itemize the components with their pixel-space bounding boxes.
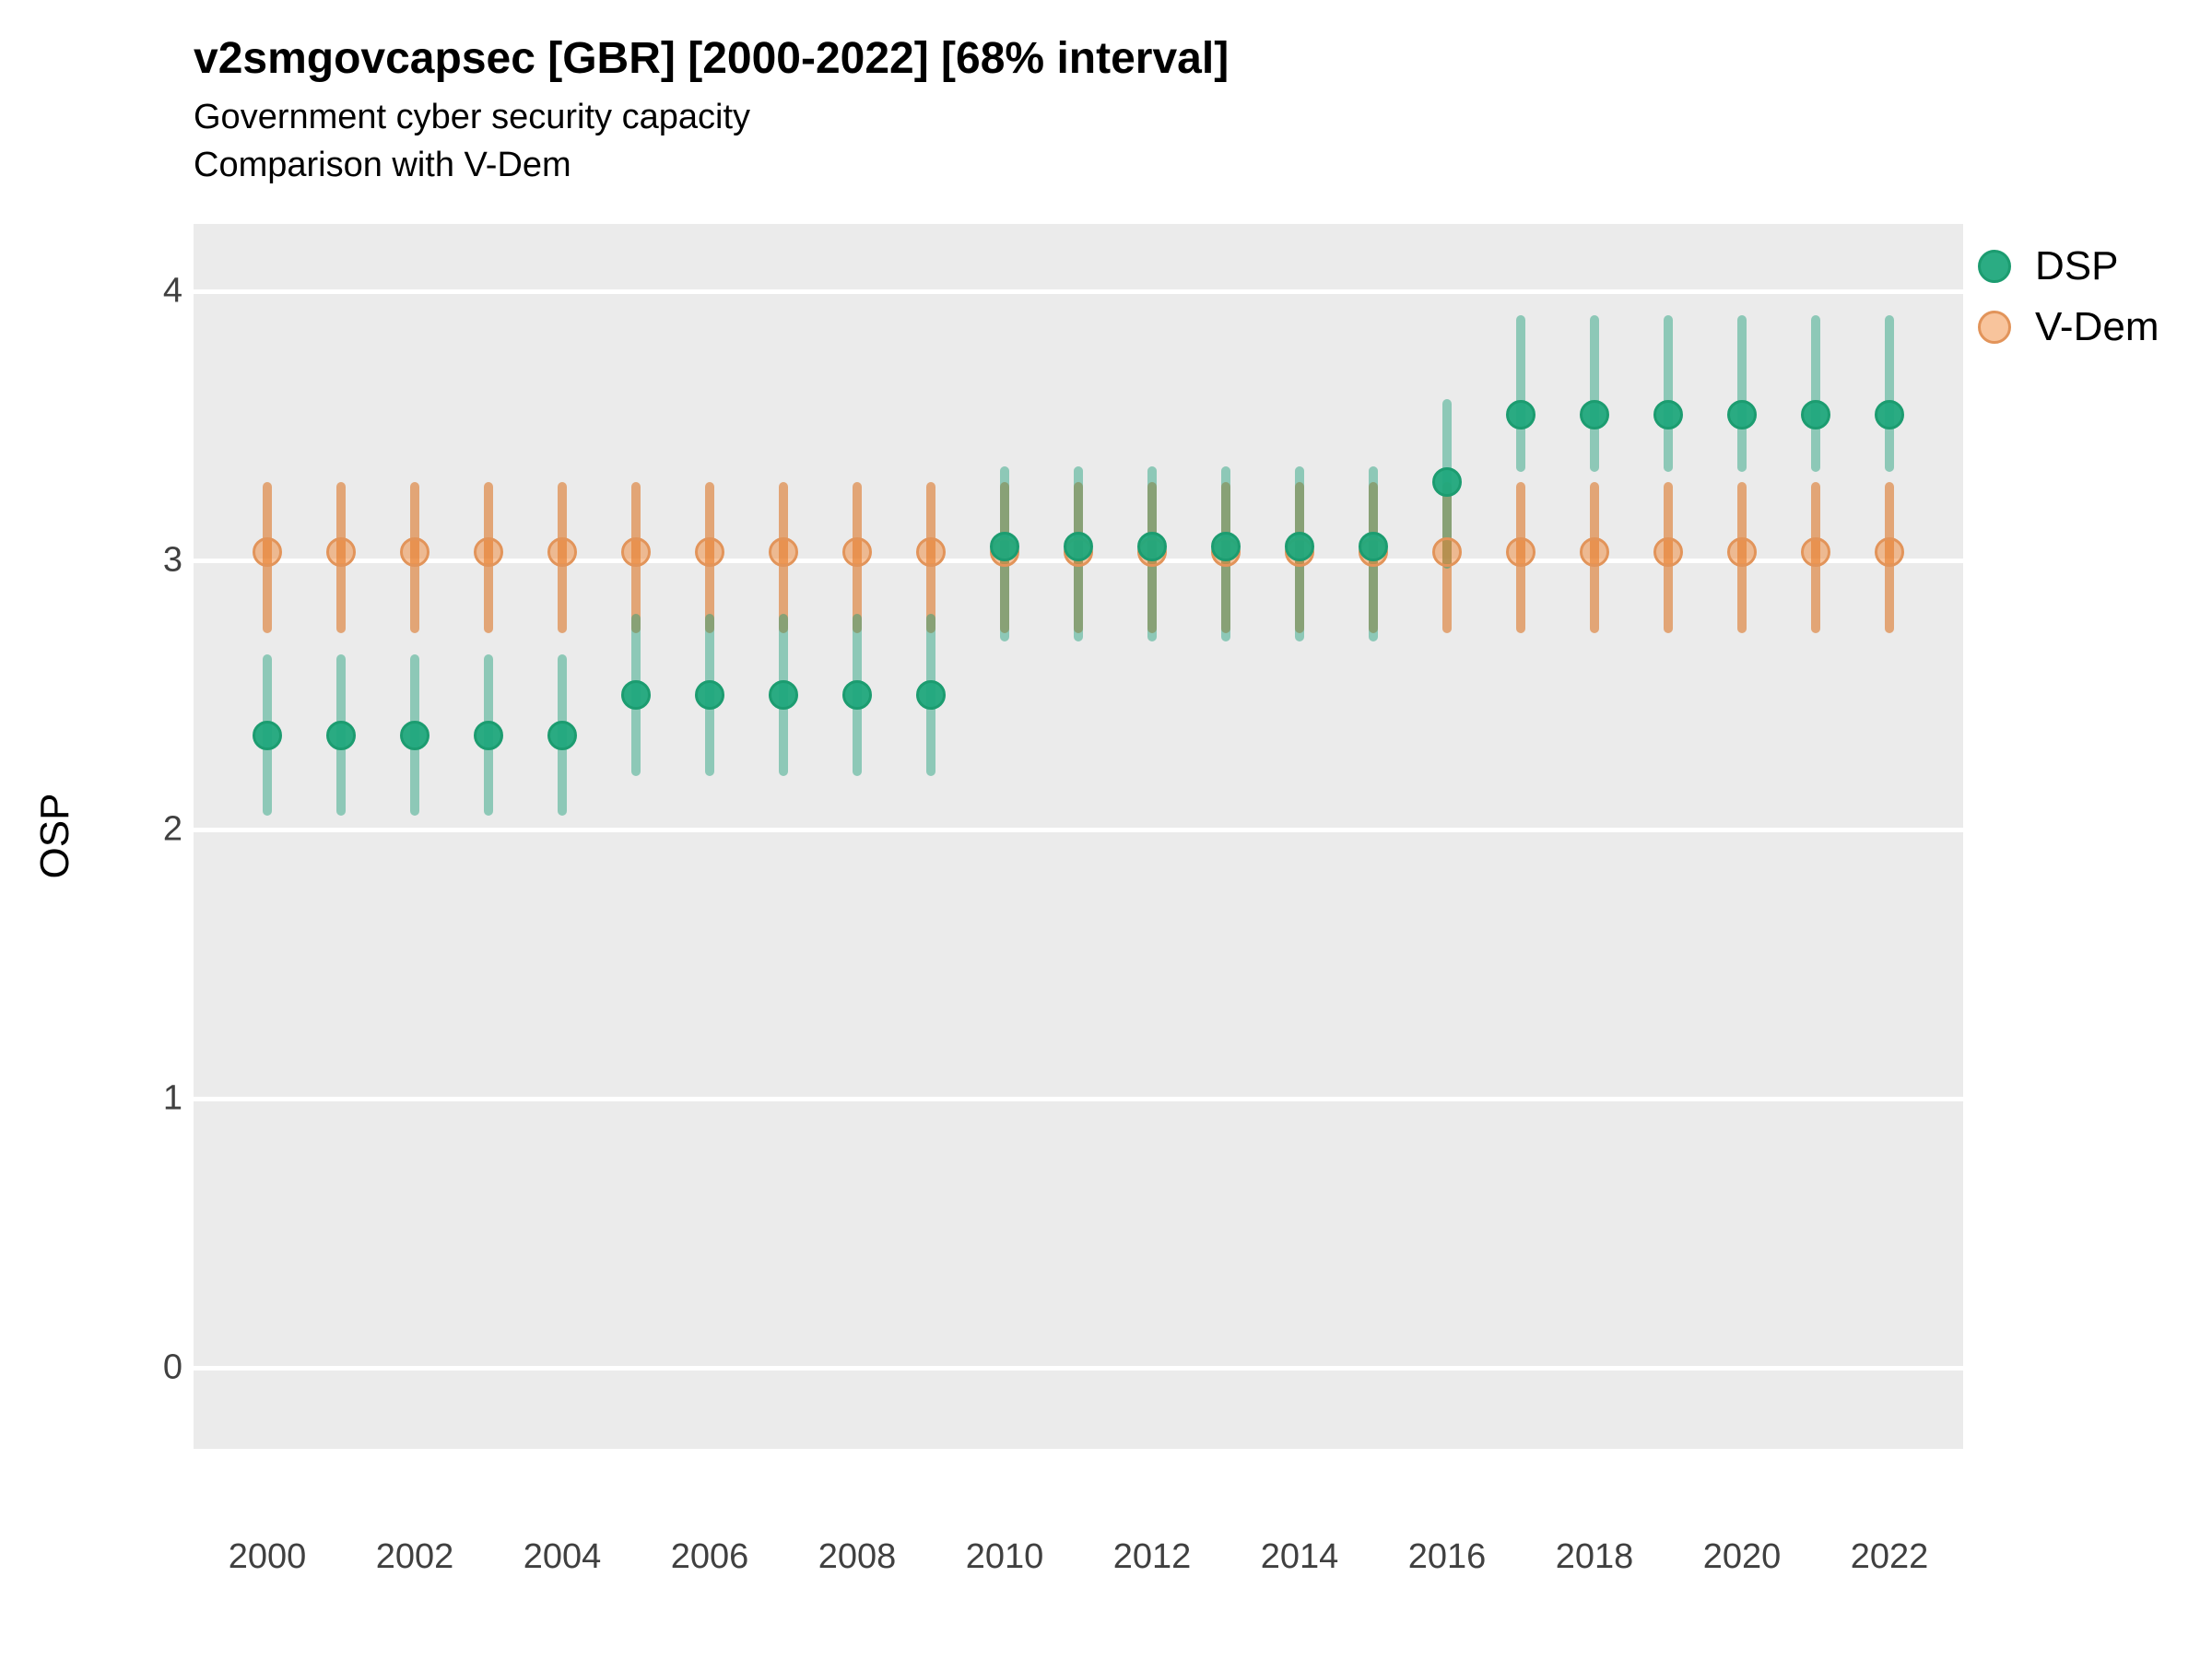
dsp-point-2004 — [547, 720, 577, 750]
x-tick-label-2022: 2022 — [1850, 1537, 1929, 1576]
vdem-point-2002 — [400, 537, 429, 568]
dsp-point-2003 — [474, 720, 503, 750]
dsp-point-2002 — [400, 720, 429, 750]
y-tick-label-0: 0 — [162, 1347, 182, 1387]
vdem-point-2020 — [1727, 537, 1757, 568]
dsp-point-2020 — [1727, 400, 1757, 430]
x-tick-label-2016: 2016 — [1407, 1537, 1487, 1576]
dsp-interval-2021 — [1811, 315, 1820, 472]
vdem-legend-dot-icon — [1978, 311, 2011, 344]
legend-item-vdem: V-Dem — [1978, 304, 2159, 349]
dsp-point-2018 — [1580, 400, 1609, 430]
dsp-point-2008 — [842, 680, 872, 710]
vdem-point-2021 — [1801, 537, 1830, 568]
legend: DSP V-Dem — [1978, 243, 2159, 369]
vdem-point-2022 — [1875, 537, 1904, 568]
dsp-point-2015 — [1359, 532, 1388, 562]
dsp-point-2022 — [1875, 400, 1904, 430]
vdem-point-2007 — [769, 537, 798, 568]
dsp-interval-2018 — [1590, 315, 1599, 472]
dsp-point-2012 — [1137, 532, 1167, 562]
vdem-point-2008 — [842, 537, 872, 568]
x-tick-label-2000: 2000 — [228, 1537, 307, 1576]
y-axis-title: OSP — [32, 793, 77, 879]
dsp-point-2021 — [1801, 400, 1830, 430]
dsp-point-2016 — [1432, 467, 1462, 498]
x-tick-label-2008: 2008 — [818, 1537, 897, 1576]
chart-title: v2smgovcapsec [GBR] [2000-2022] [68% int… — [194, 34, 1230, 83]
y-tick-label-2: 2 — [162, 809, 182, 849]
vdem-point-2001 — [326, 537, 356, 568]
x-tick-label-2014: 2014 — [1260, 1537, 1339, 1576]
vdem-point-2003 — [474, 537, 503, 568]
dsp-point-2010 — [990, 532, 1019, 562]
dsp-point-2017 — [1506, 400, 1535, 430]
dsp-point-2009 — [916, 680, 946, 710]
vdem-point-2005 — [621, 537, 651, 568]
x-tick-label-2006: 2006 — [670, 1537, 749, 1576]
gridline-y-1 — [194, 1096, 1963, 1101]
x-tick-label-2004: 2004 — [523, 1537, 602, 1576]
vdem-point-2009 — [916, 537, 946, 568]
vdem-point-2016 — [1432, 537, 1462, 568]
y-tick-label-3: 3 — [162, 540, 182, 580]
dsp-point-2000 — [253, 720, 282, 750]
dsp-point-2019 — [1653, 400, 1683, 430]
dsp-legend-dot-icon — [1978, 250, 2011, 283]
x-tick-label-2002: 2002 — [375, 1537, 454, 1576]
gridline-y-2 — [194, 827, 1963, 832]
vdem-point-2006 — [695, 537, 724, 568]
gridline-y-0 — [194, 1365, 1963, 1371]
dsp-interval-2017 — [1516, 315, 1525, 472]
dsp-interval-2020 — [1737, 315, 1747, 472]
dsp-point-2014 — [1285, 532, 1314, 562]
vdem-point-2019 — [1653, 537, 1683, 568]
legend-label-vdem: V-Dem — [2035, 304, 2159, 349]
y-tick-label-4: 4 — [162, 271, 182, 311]
chart-subtitle-1: Government cyber security capacity — [194, 98, 751, 136]
vdem-point-2018 — [1580, 537, 1609, 568]
gridline-y-4 — [194, 288, 1963, 294]
vdem-point-2004 — [547, 537, 577, 568]
chart-subtitle-2: Comparison with V-Dem — [194, 146, 571, 184]
dsp-point-2006 — [695, 680, 724, 710]
vdem-point-2000 — [253, 537, 282, 568]
dsp-point-2001 — [326, 720, 356, 750]
dsp-point-2005 — [621, 680, 651, 710]
dsp-interval-2019 — [1664, 315, 1673, 472]
x-tick-label-2010: 2010 — [965, 1537, 1044, 1576]
legend-item-dsp: DSP — [1978, 243, 2159, 288]
vdem-point-2017 — [1506, 537, 1535, 568]
y-tick-label-1: 1 — [162, 1078, 182, 1118]
x-tick-label-2020: 2020 — [1702, 1537, 1782, 1576]
plot-panel — [194, 224, 1963, 1449]
dsp-point-2013 — [1211, 532, 1241, 562]
x-tick-label-2012: 2012 — [1112, 1537, 1192, 1576]
x-tick-label-2018: 2018 — [1555, 1537, 1634, 1576]
legend-label-dsp: DSP — [2035, 243, 2119, 288]
dsp-interval-2022 — [1885, 315, 1894, 472]
dsp-point-2011 — [1064, 532, 1093, 562]
dsp-point-2007 — [769, 680, 798, 710]
